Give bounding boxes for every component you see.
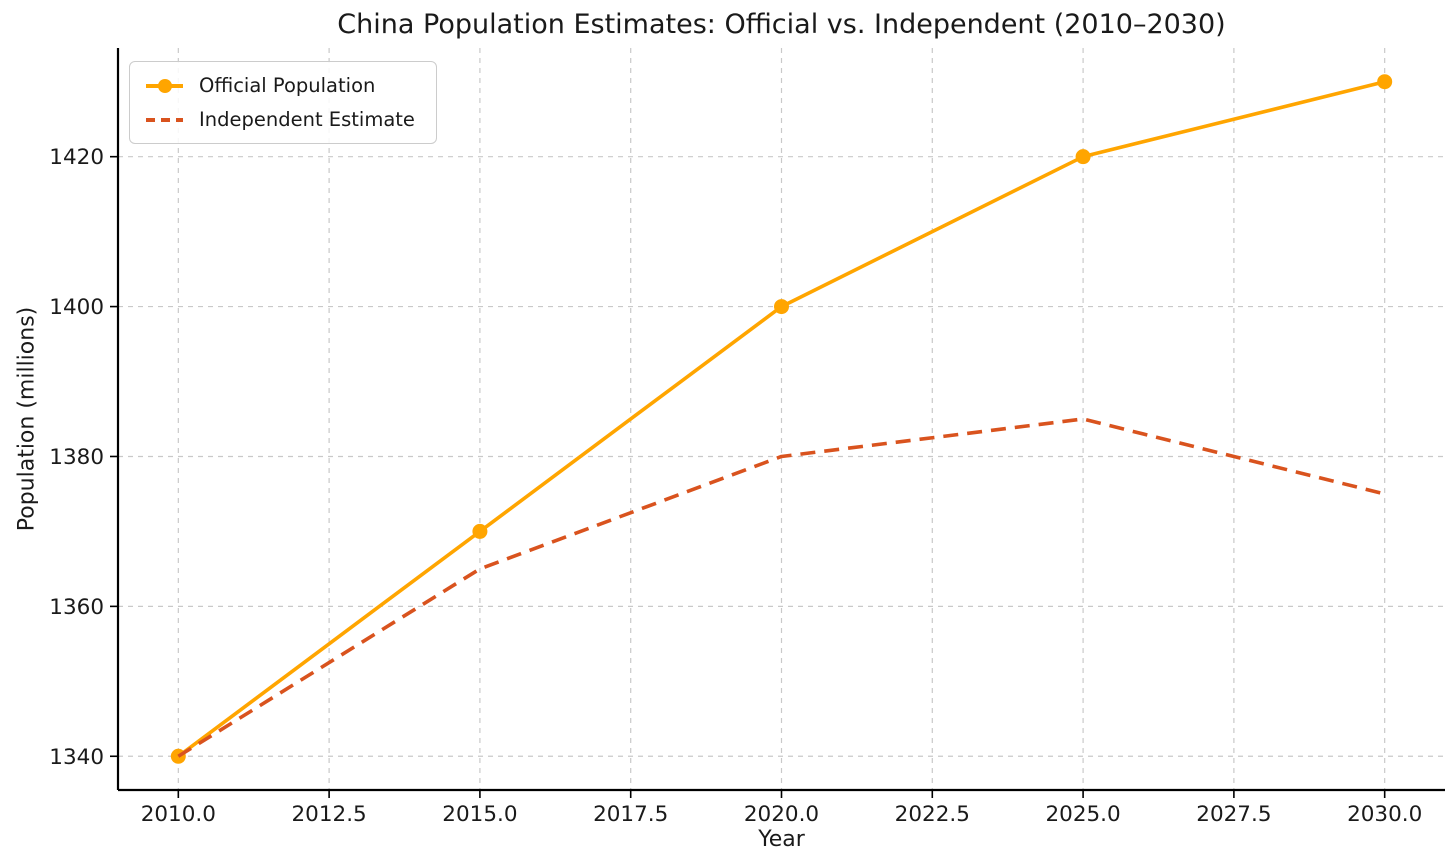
legend-item-independent: Independent Estimate	[146, 107, 415, 132]
x-tick-label: 2025.0	[1045, 802, 1120, 827]
legend-label-independent: Independent Estimate	[199, 108, 415, 131]
legend-item-official: Official Population	[146, 73, 415, 98]
data-point-marker	[774, 299, 789, 315]
legend-label-official: Official Population	[199, 74, 376, 97]
data-point-marker	[1377, 74, 1393, 90]
y-tick-label: 1400	[49, 295, 104, 320]
axis-ticks	[110, 155, 1386, 798]
y-tick-label: 1380	[49, 445, 104, 470]
x-tick-label: 2020.0	[744, 802, 819, 827]
x-tick-label: 2017.5	[593, 802, 668, 827]
independent-line-swatch-icon	[146, 112, 183, 127]
legend-line-sample	[146, 117, 183, 122]
tick-labels: 2010.0 2012.5 2015.0 2017.5 2020.0 2022.5 2025…	[49, 145, 1422, 827]
independent-estimate-line	[177, 417, 1386, 758]
x-tick-label: 2012.5	[291, 802, 366, 827]
gridlines	[118, 48, 1445, 790]
x-tick-label: 2015.0	[442, 802, 517, 827]
data-point-marker	[1075, 149, 1091, 165]
x-axis-label: Year	[758, 827, 805, 852]
y-tick-label: 1340	[49, 745, 104, 770]
x-tick-label: 2027.5	[1196, 802, 1271, 827]
x-tick-label: 2030.0	[1347, 802, 1422, 827]
legend-marker-dot	[157, 78, 172, 93]
y-tick-label: 1360	[49, 595, 104, 620]
y-tick-label: 1420	[49, 145, 104, 170]
x-tick-label: 2010.0	[141, 802, 216, 827]
data-point-marker	[472, 523, 488, 539]
x-tick-label: 2022.5	[895, 802, 970, 827]
legend: Official Population Independent Estimate	[129, 61, 437, 144]
official-line-swatch-icon	[146, 78, 183, 93]
chart-title: China Population Estimates: Official vs.…	[337, 9, 1226, 40]
